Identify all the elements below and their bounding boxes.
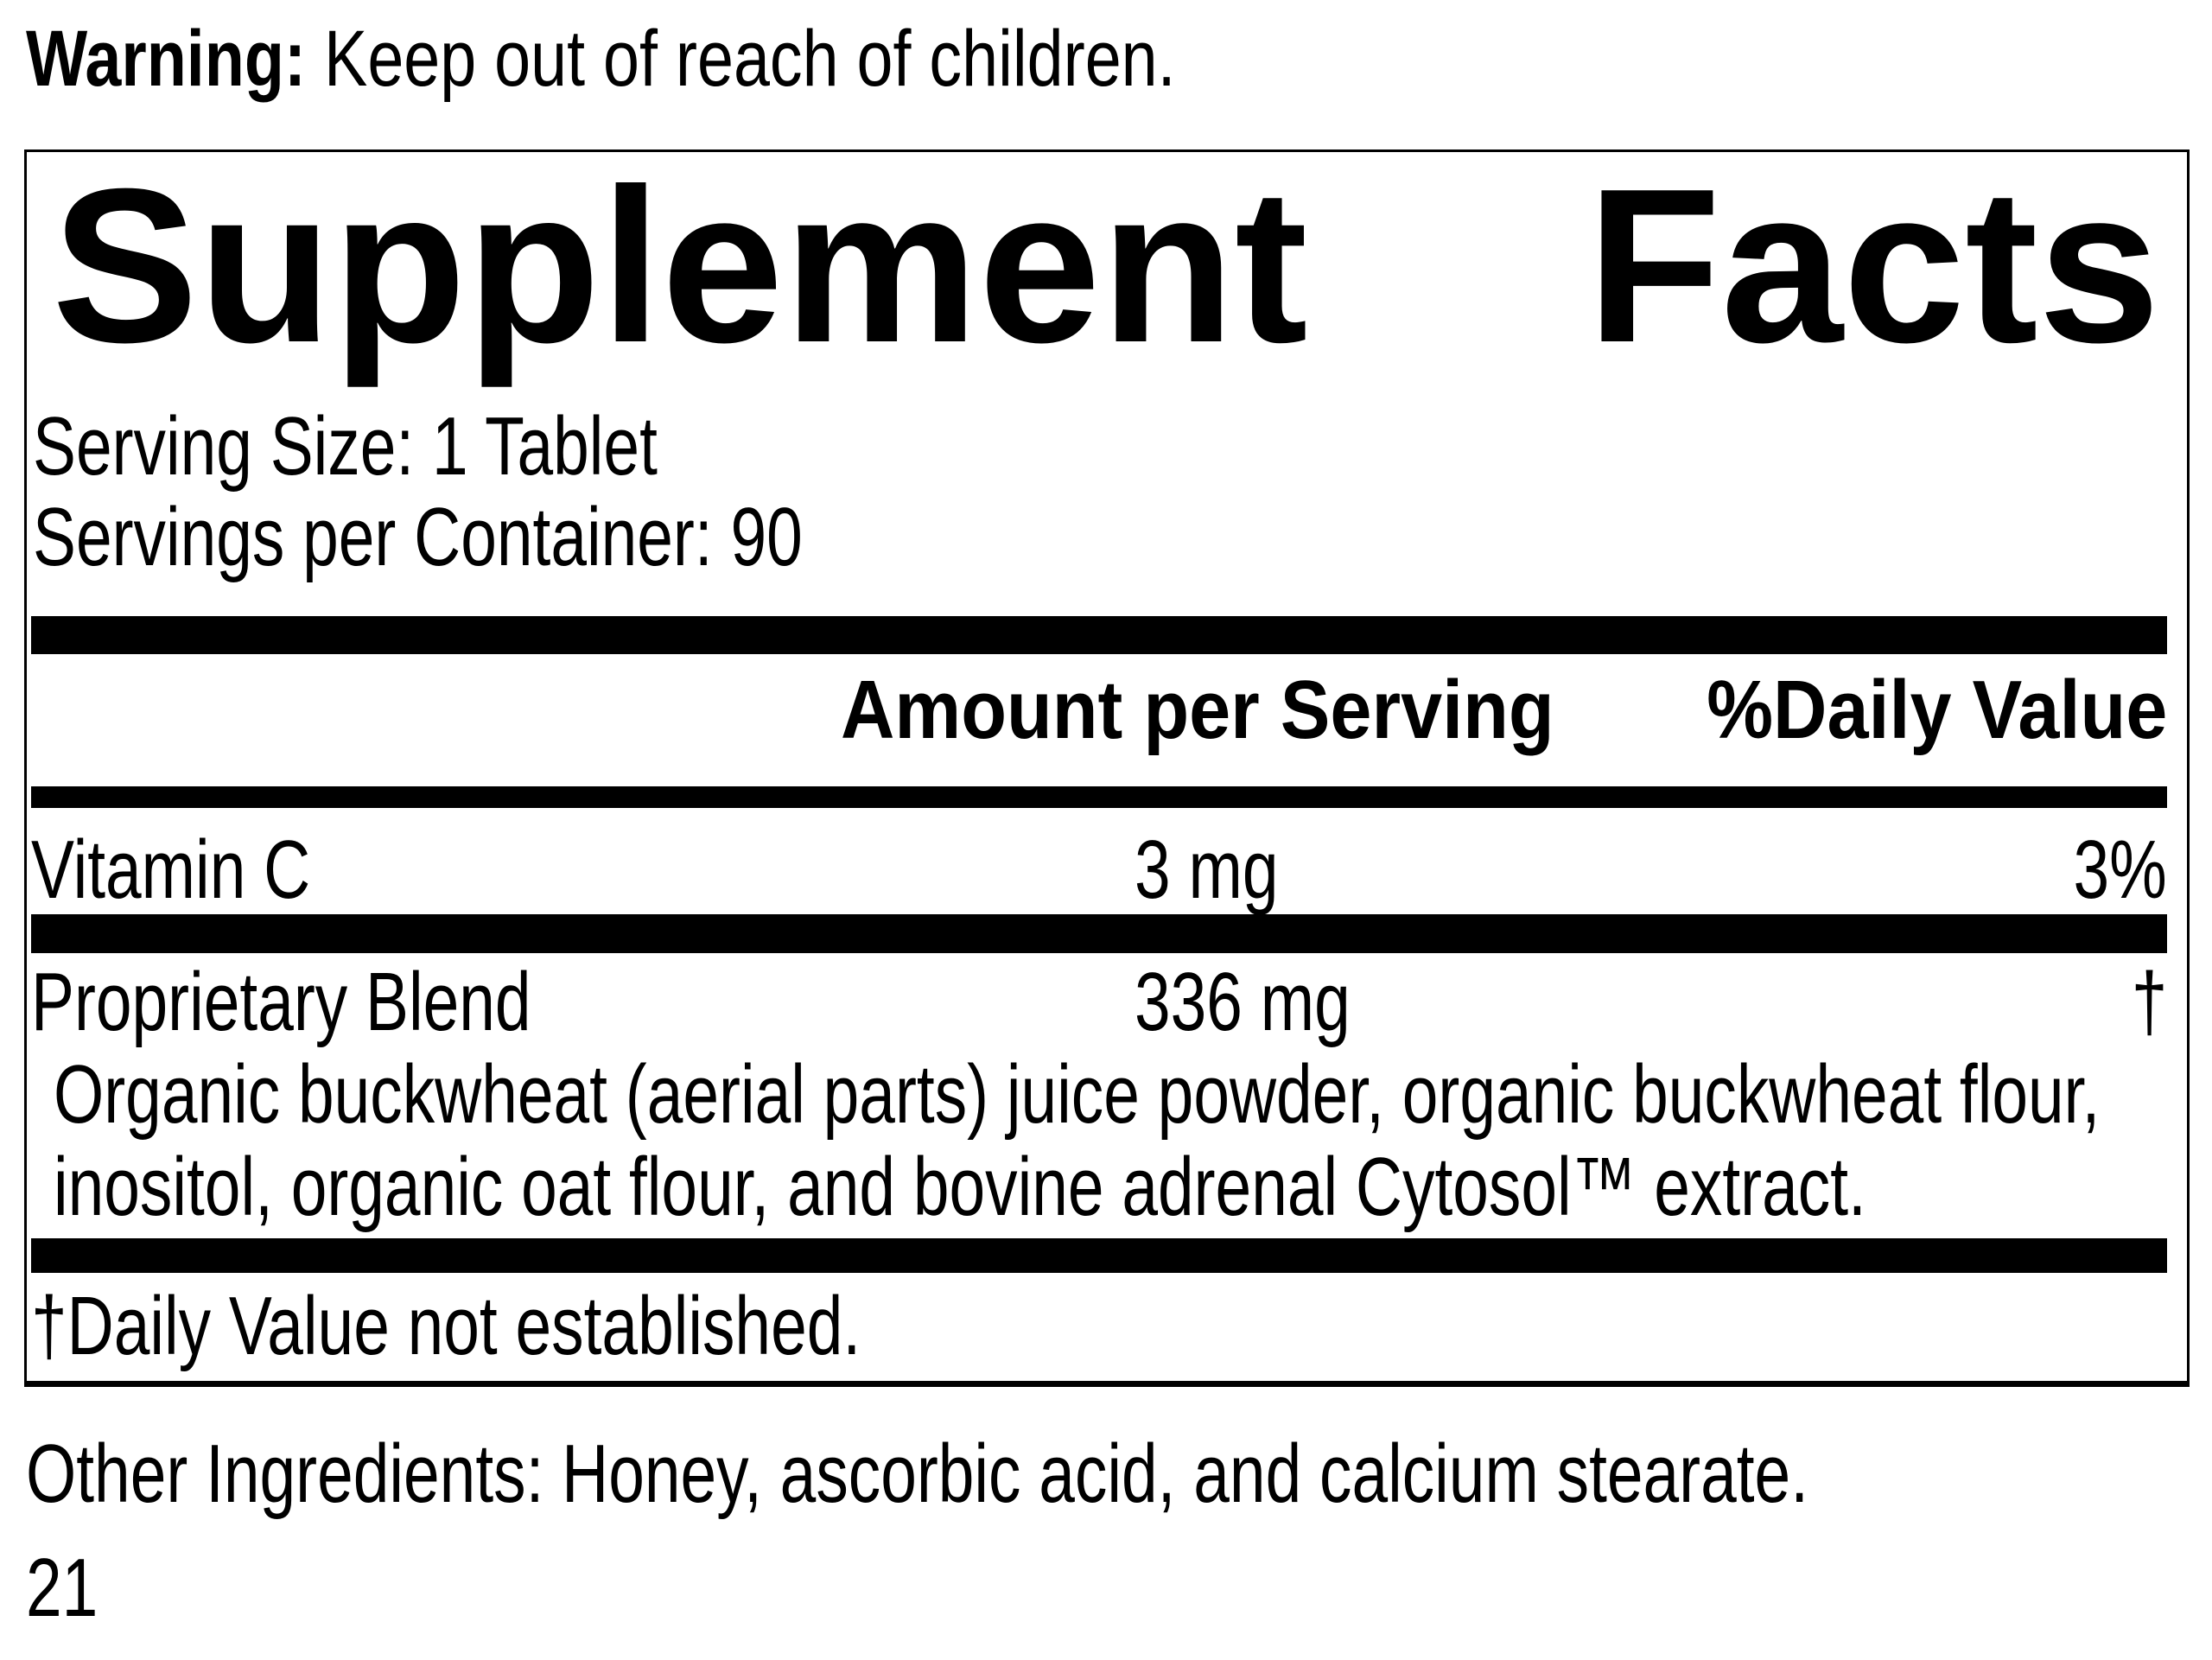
column-header-row: Amount per Serving %Daily Value (31, 669, 2167, 764)
separator-bar-bottom (31, 1238, 2167, 1273)
nutrient-name: Proprietary Blend (31, 956, 531, 1048)
daily-value-footnote: †Daily Value not established. (31, 1280, 861, 1372)
column-header-daily-value: %Daily Value (1706, 664, 2167, 756)
nutrient-daily-value: 3% (2073, 824, 2167, 916)
panel-title-word-facts: Facts (1586, 143, 2160, 388)
separator-bar-top (31, 616, 2167, 654)
nutrient-daily-value: † (2131, 956, 2167, 1048)
warning-line: Warning: Keep out of reach of children. (26, 19, 1428, 99)
page-number: 21 (26, 1542, 99, 1634)
blend-description-line-1: Organic buckwheat (aerial parts) juice p… (54, 1048, 2101, 1141)
nutrient-row-proprietary-blend: Proprietary Blend 336 mg † (31, 961, 2167, 1056)
blend-description-line-2: inositol, organic oat flour, and bovine … (54, 1141, 1866, 1233)
separator-bar-mid (31, 914, 2167, 953)
warning-text: Keep out of reach of children. (324, 15, 1176, 103)
nutrient-row-vitamin-c: Vitamin C 3 mg 3% (31, 829, 2167, 924)
supplement-facts-panel (24, 149, 2190, 1387)
panel-title-word-supplement: Supplement (52, 143, 1308, 388)
nutrient-amount: 336 mg (1135, 956, 1351, 1048)
panel-title: Supplement Facts (52, 156, 2160, 375)
separator-bar-under-header (31, 786, 2167, 808)
warning-label: Warning: (26, 15, 307, 103)
other-ingredients: Other Ingredients: Honey, ascorbic acid,… (26, 1428, 1809, 1520)
servings-per-container: Servings per Container: 90 (33, 491, 803, 583)
nutrient-amount: 3 mg (1135, 824, 1279, 916)
nutrient-name: Vitamin C (31, 824, 311, 916)
serving-size: Serving Size: 1 Tablet (33, 400, 658, 493)
column-header-amount: Amount per Serving (841, 664, 1554, 756)
